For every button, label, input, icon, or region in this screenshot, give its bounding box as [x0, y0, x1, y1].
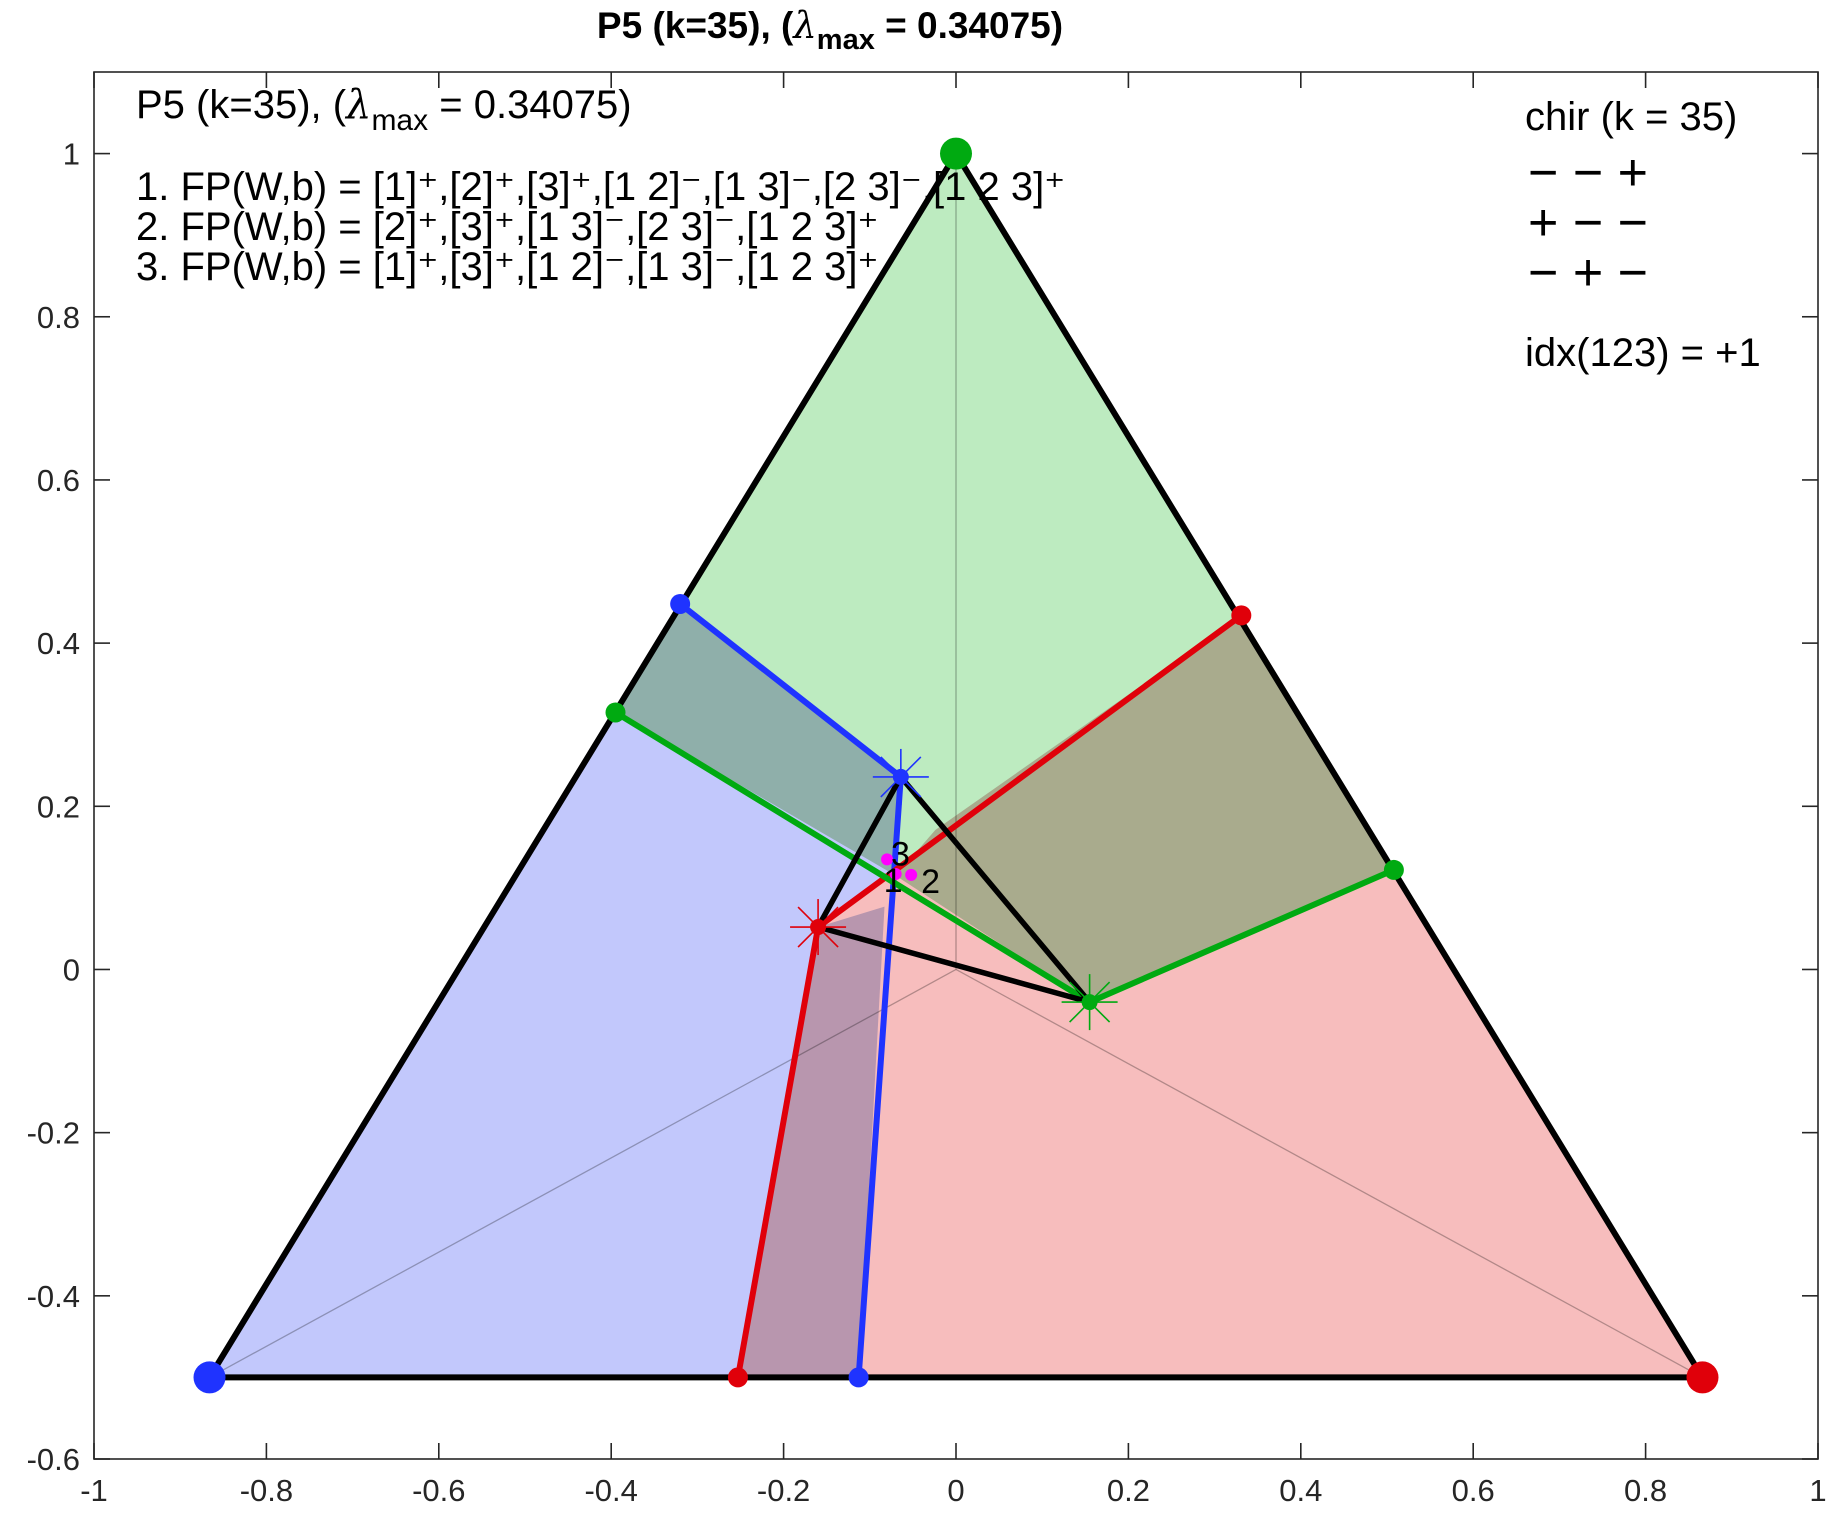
x-tick-label: 0.8 [1624, 1473, 1667, 1508]
fixed-point-1 [889, 868, 902, 881]
y-tick-label: 0.4 [37, 626, 80, 661]
y-tick-label: 0.8 [37, 300, 80, 335]
fp-line-2: 2. FP(W,b) = [2]⁺,[3]⁺,[1 3]⁻,[2 3]⁻,[1 … [136, 205, 879, 249]
fp-line-3: 3. FP(W,b) = [1]⁺,[3]⁺,[1 2]⁻,[1 3]⁻,[1 … [136, 245, 879, 289]
idx-label: idx(123) = +1 [1525, 331, 1761, 375]
region-red [737, 615, 1703, 1378]
fixed-point-3 [881, 853, 894, 866]
regions [209, 153, 1703, 1378]
blue-endpoint-dot [848, 1367, 869, 1388]
x-tick-label: 0.4 [1279, 1473, 1322, 1508]
vertex-dot-green [940, 137, 972, 170]
x-tick-label: -0.6 [412, 1473, 465, 1508]
inner-triangle-outline [815, 774, 1093, 1005]
x-tick-label: -1 [80, 1473, 108, 1508]
x-tick-label: 0 [947, 1473, 964, 1508]
chir-row-1: − − + [1528, 144, 1648, 202]
star-center-dot [810, 919, 827, 936]
region-red-blue-overlap [737, 906, 885, 1378]
chir-title: chir (k = 35) [1525, 95, 1737, 139]
inner-triangle [815, 774, 1093, 1005]
chart-title: P5 (k=35), (λmax = 0.34075) [597, 4, 1063, 56]
x-tick-label: -0.2 [757, 1473, 810, 1508]
red-endpoint-dot [727, 1367, 748, 1388]
x-tick-label: 1 [1809, 1473, 1826, 1508]
fixed-point-label-2: 2 [921, 863, 940, 901]
star-center-dot [892, 768, 909, 785]
x-tick-label: 0.6 [1452, 1473, 1495, 1508]
y-tick-label: 0.6 [37, 463, 80, 498]
x-tick-label: 0.2 [1107, 1473, 1150, 1508]
x-tick-label: -0.8 [240, 1473, 293, 1508]
red-star-marker [790, 899, 847, 956]
region-red-green-overlap [895, 615, 1394, 1003]
guide-line-blue [209, 968, 957, 1378]
y-tick-label: 1 [63, 137, 80, 172]
outer-triangle [206, 150, 1706, 1381]
vertex-dot-red [1686, 1361, 1719, 1394]
blue-star-marker [872, 748, 929, 805]
fp-line-1: 1. FP(W,b) = [1]⁺,[2]⁺,[3]⁺,[1 2]⁻,[1 3]… [136, 165, 1065, 209]
x-tick-label: -0.4 [584, 1473, 637, 1508]
y-tick-label: 0.2 [37, 789, 80, 824]
vertex-dot-blue [193, 1361, 226, 1394]
fixed-point-label-1: 1 [884, 862, 903, 900]
fixed-point-label-3: 3 [891, 835, 910, 873]
star-center-dot [1081, 994, 1098, 1011]
red-endpoint-dot [1231, 605, 1252, 626]
y-tick-label: 0 [63, 952, 80, 987]
y-tick-label: -0.2 [27, 1116, 80, 1151]
fixed-point-2 [905, 868, 918, 881]
markers: 31 2 [193, 137, 1719, 1394]
y-tick-label: -0.6 [27, 1442, 80, 1477]
blue-endpoint-dot [670, 593, 691, 614]
chir-row-3: − + − [1528, 244, 1648, 302]
green-endpoint-dot [605, 702, 626, 723]
region-blue-green-overlap [615, 604, 901, 876]
axis-ticks: -1 -0.8 -0.6 -0.4 -0.2 0 0.2 0.4 0.6 0.8 1 -0.6 -0.4… [27, 72, 1827, 1508]
triangle-outline [206, 150, 1706, 1381]
annotation-header: P5 (k=35), (λmax = 0.34075) [136, 82, 632, 137]
y-tick-label: -0.4 [27, 1279, 80, 1314]
guide-lines [209, 153, 1703, 1378]
guide-line-red [955, 968, 1703, 1378]
region-blue [209, 604, 901, 1378]
green-star-marker [1061, 974, 1118, 1031]
chir-row-2: + − − [1528, 194, 1648, 252]
green-endpoint-dot [1383, 859, 1404, 880]
